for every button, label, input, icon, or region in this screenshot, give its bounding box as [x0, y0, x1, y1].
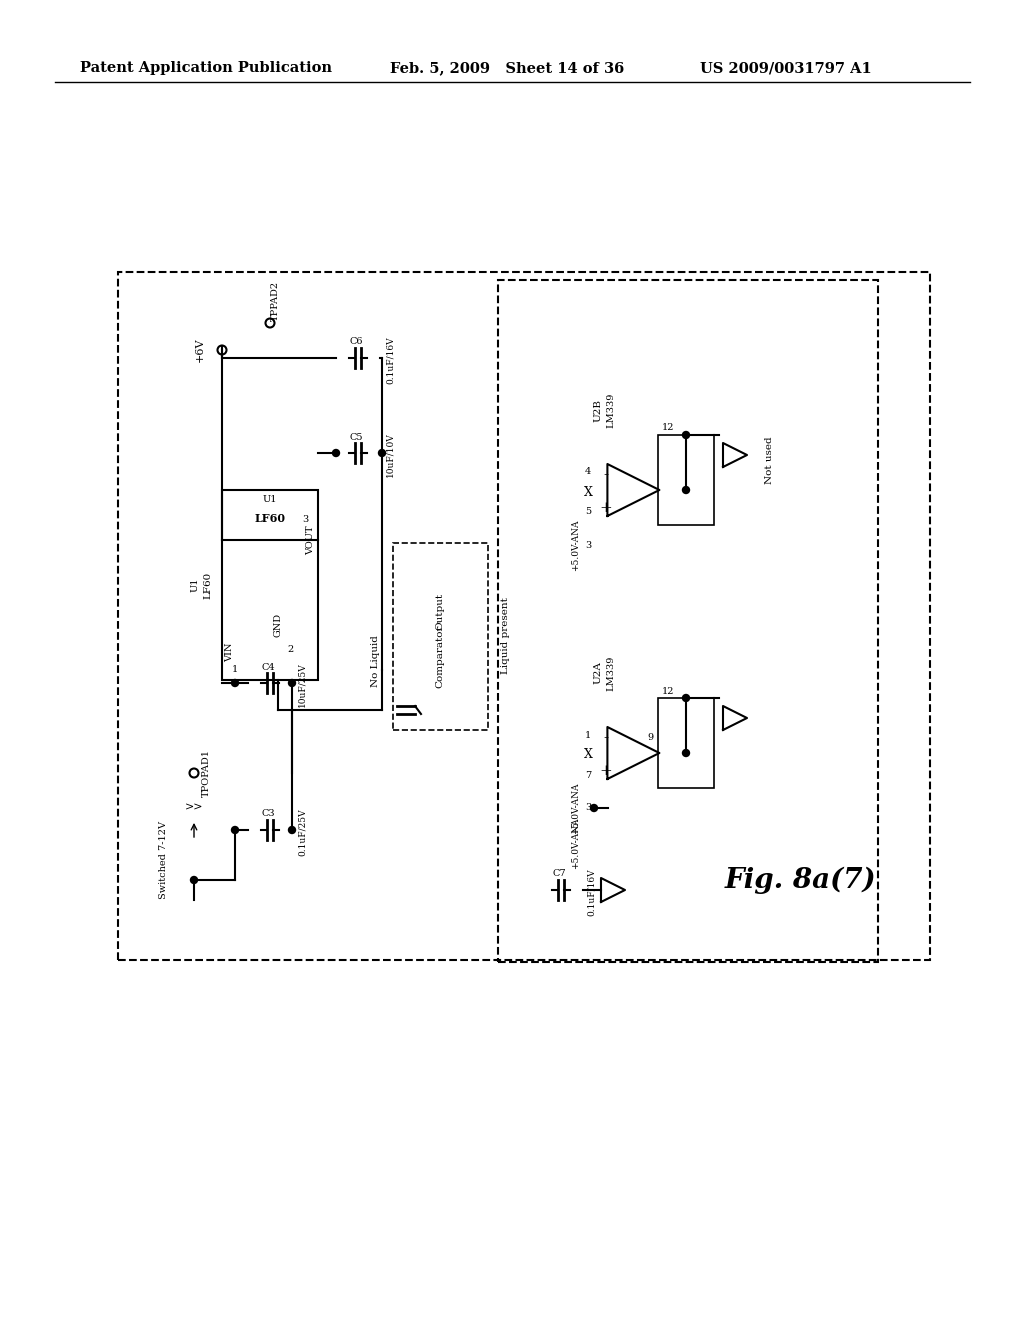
- Circle shape: [591, 804, 597, 812]
- Text: 12: 12: [662, 686, 674, 696]
- Text: TPPAD2: TPPAD2: [270, 281, 280, 321]
- Circle shape: [289, 680, 296, 686]
- Text: LM339: LM339: [606, 655, 615, 690]
- Text: 9: 9: [647, 734, 653, 742]
- Bar: [222, 490, 318, 680]
- Text: -: -: [603, 469, 608, 482]
- Text: C4: C4: [261, 663, 274, 672]
- Text: 3: 3: [302, 516, 308, 524]
- Polygon shape: [601, 878, 625, 902]
- Text: US 2009/0031797 A1: US 2009/0031797 A1: [700, 61, 871, 75]
- Text: C5: C5: [349, 433, 362, 441]
- Text: +5.0V-ANA: +5.0V-ANA: [571, 519, 581, 570]
- Circle shape: [333, 450, 340, 457]
- Text: +: +: [600, 764, 612, 777]
- Text: 1: 1: [231, 665, 239, 675]
- Text: +5.0V-ANA: +5.0V-ANA: [571, 817, 581, 869]
- Text: LM339: LM339: [606, 392, 615, 428]
- Text: C3: C3: [261, 809, 274, 818]
- Text: Fig. 8a(7): Fig. 8a(7): [724, 866, 876, 894]
- Text: TPOPAD1: TPOPAD1: [202, 748, 211, 797]
- Text: -: -: [603, 731, 608, 744]
- Text: +5.0V-ANA: +5.0V-ANA: [571, 783, 581, 834]
- Text: U2A: U2A: [594, 661, 602, 685]
- Circle shape: [190, 876, 198, 883]
- Text: X: X: [584, 486, 593, 499]
- Circle shape: [231, 826, 239, 833]
- Text: 7: 7: [585, 771, 591, 780]
- Polygon shape: [607, 727, 659, 779]
- Text: No Liquid: No Liquid: [371, 635, 380, 686]
- Circle shape: [289, 826, 296, 833]
- Circle shape: [683, 432, 689, 438]
- Text: Liquid present: Liquid present: [502, 598, 511, 675]
- Bar: [658, 436, 714, 525]
- Text: Feb. 5, 2009   Sheet 14 of 36: Feb. 5, 2009 Sheet 14 of 36: [390, 61, 625, 75]
- Text: 3: 3: [585, 804, 591, 813]
- Text: 10uF/10V: 10uF/10V: [385, 433, 394, 478]
- Bar: [118, 272, 930, 960]
- Text: VIN: VIN: [225, 643, 234, 661]
- Circle shape: [683, 750, 689, 756]
- Text: 2: 2: [287, 645, 293, 655]
- Text: X: X: [584, 748, 593, 762]
- Text: Switched 7-12V: Switched 7-12V: [159, 821, 168, 899]
- Bar: [393, 543, 488, 730]
- Text: +6V: +6V: [195, 338, 205, 362]
- Text: U2B: U2B: [594, 399, 602, 421]
- Text: Output: Output: [435, 593, 444, 630]
- Circle shape: [683, 487, 689, 494]
- Polygon shape: [723, 444, 746, 467]
- Text: C6: C6: [349, 338, 362, 346]
- Text: C7: C7: [552, 870, 566, 879]
- Text: 3: 3: [585, 540, 591, 549]
- Text: 0.1uF/25V: 0.1uF/25V: [298, 808, 306, 855]
- Text: VOUT: VOUT: [306, 525, 315, 554]
- Text: 5: 5: [585, 507, 591, 516]
- Text: GND: GND: [273, 612, 283, 638]
- Text: 10uF/25V: 10uF/25V: [298, 663, 306, 708]
- Circle shape: [231, 680, 239, 686]
- Text: U1: U1: [263, 495, 278, 504]
- Bar: [658, 698, 714, 788]
- Text: 0.1uF/16V: 0.1uF/16V: [587, 869, 596, 916]
- Text: +: +: [600, 502, 612, 515]
- Text: 0.1uF/16V: 0.1uF/16V: [385, 337, 394, 384]
- Text: Comparator: Comparator: [435, 624, 444, 688]
- Text: 4: 4: [585, 467, 591, 477]
- Polygon shape: [607, 465, 659, 516]
- Text: 1: 1: [585, 730, 591, 739]
- Text: U1: U1: [190, 578, 200, 593]
- Text: LF60: LF60: [255, 512, 286, 524]
- Circle shape: [683, 694, 689, 701]
- Text: >>: >>: [184, 803, 203, 813]
- Circle shape: [379, 450, 385, 457]
- Text: LF60: LF60: [204, 572, 213, 599]
- Text: 12: 12: [662, 424, 674, 433]
- Bar: [498, 280, 878, 962]
- Polygon shape: [723, 706, 746, 730]
- Text: Patent Application Publication: Patent Application Publication: [80, 61, 332, 75]
- Text: Not used: Not used: [765, 436, 773, 484]
